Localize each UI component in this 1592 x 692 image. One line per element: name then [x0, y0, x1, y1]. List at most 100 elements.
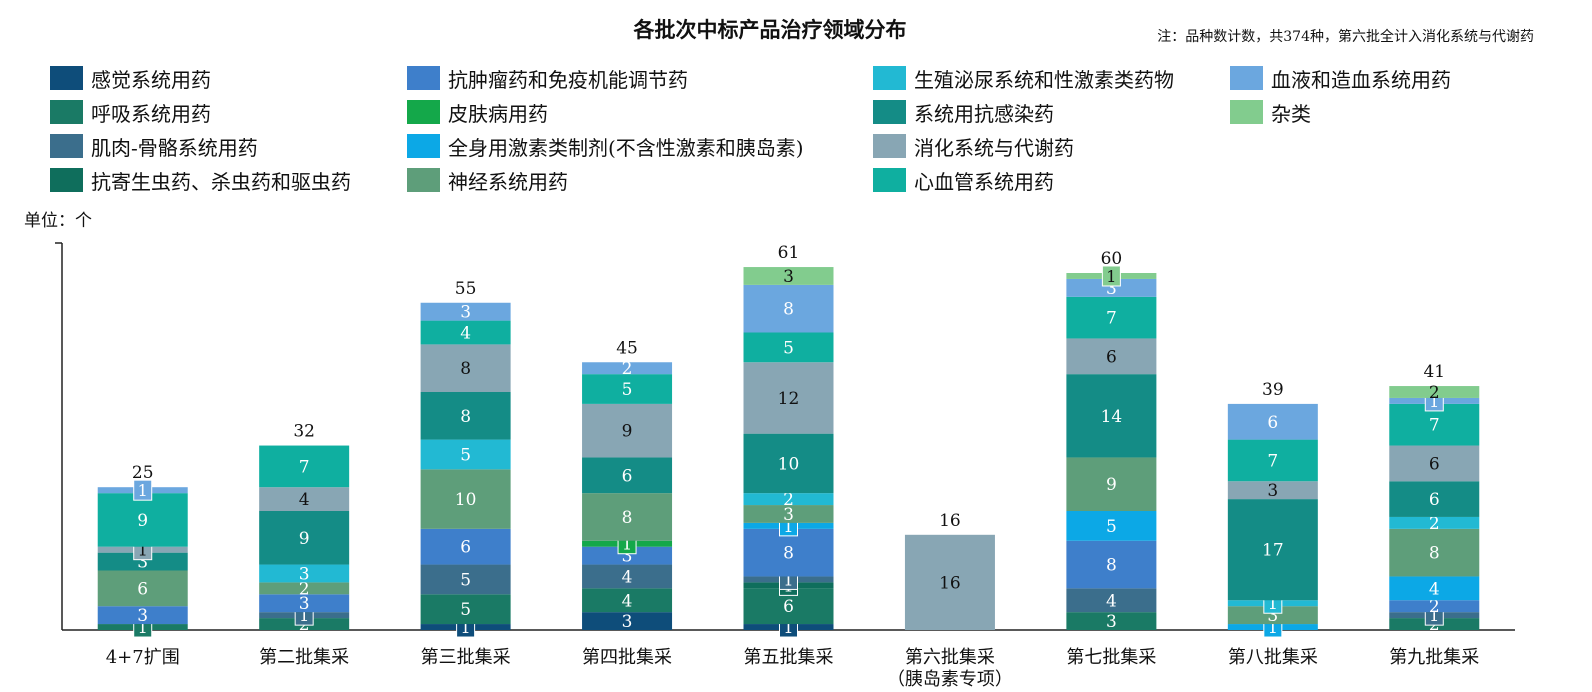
segment-label-box	[133, 479, 153, 501]
category-label: 第九批集采	[1389, 647, 1479, 668]
segment-label: 6	[1267, 413, 1278, 433]
legend-item: 肌肉-骨骼系统用药	[50, 132, 258, 160]
legend-swatch	[873, 66, 906, 90]
segment-label: 6	[1429, 454, 1440, 474]
bar-segment	[259, 511, 350, 565]
bar-segment	[582, 546, 673, 565]
legend-item: 血液和造血系统用药	[1230, 64, 1451, 92]
bar-segment	[1066, 540, 1157, 589]
bar-segment	[97, 552, 188, 571]
segment-label: 1	[138, 541, 148, 560]
segment-label: 17	[1262, 541, 1284, 561]
bar-segment	[1389, 516, 1480, 529]
bar-segment	[420, 528, 511, 565]
bar-segment	[582, 493, 673, 541]
legend-swatch	[50, 134, 83, 158]
bar-segment	[582, 588, 673, 613]
bar-segment	[1227, 606, 1318, 625]
segment-label: 9	[299, 529, 310, 549]
legend-swatch	[873, 100, 906, 124]
segment-label: 2	[622, 359, 633, 379]
legend-swatch	[407, 66, 440, 90]
segment-label: 5	[1106, 517, 1117, 537]
segment-label: 3	[622, 547, 633, 567]
segment-label: 3	[783, 267, 794, 287]
legend-label: 生殖泌尿系统和性激素类药物	[914, 67, 1174, 92]
category-label: 第七批集采	[1066, 647, 1156, 668]
segment-label: 3	[299, 594, 310, 614]
bar-segment	[1066, 338, 1157, 375]
total-label: 41	[1423, 362, 1445, 382]
segment-label: 1	[783, 517, 793, 536]
chart-title: 各批次中标产品治疗领域分布	[633, 17, 907, 42]
segment-label: 6	[1106, 347, 1117, 367]
segment-label: 12	[778, 389, 800, 409]
category-label: 第二批集采	[259, 647, 349, 668]
legend-item: 心血管系统用药	[873, 166, 1054, 194]
segment-label: 8	[460, 359, 471, 379]
bar-segment	[582, 362, 673, 375]
bar-segment	[1066, 374, 1157, 458]
bar-segment	[582, 612, 673, 630]
segment-label: 9	[622, 422, 633, 442]
legend-swatch	[50, 168, 83, 192]
bar-segment	[1227, 403, 1318, 440]
bar-segment	[420, 469, 511, 529]
segment-label: 3	[783, 505, 794, 525]
category-label: （胰岛素专项）	[887, 669, 1013, 690]
bar-segment	[420, 564, 511, 595]
segment-label: 6	[1429, 490, 1440, 510]
bar-segment	[259, 564, 350, 583]
bar-segment	[1066, 511, 1157, 541]
bar-segment	[1389, 481, 1480, 517]
segment-label: 9	[137, 511, 148, 531]
legend-item: 呼吸系统用药	[50, 98, 211, 126]
segment-label: 7	[1429, 416, 1440, 436]
category-label: 第六批集采	[905, 647, 995, 668]
segment-label: 1	[138, 618, 148, 637]
segment-label: 14	[1101, 407, 1123, 427]
category-label: 第五批集采	[744, 647, 834, 668]
bar-segment	[259, 594, 350, 613]
segment-label: 8	[460, 407, 471, 427]
segment-label: 5	[460, 600, 471, 620]
segment-label: 1	[299, 606, 309, 625]
legend-label: 抗寄生虫药、杀虫药和驱虫药	[91, 169, 351, 194]
bar-segment	[1389, 600, 1480, 613]
category-label: 第八批集采	[1228, 647, 1318, 668]
segment-label: 2	[299, 579, 310, 599]
segment-label: 7	[299, 457, 310, 477]
bar-segment	[259, 582, 350, 595]
segment-label: 10	[455, 490, 477, 510]
bar-segment	[1389, 576, 1480, 601]
segment-label: 3	[137, 553, 148, 573]
total-label: 39	[1262, 380, 1284, 400]
legend-label: 呼吸系统用药	[91, 101, 211, 126]
legend-item: 消化系统与代谢药	[873, 132, 1074, 160]
bar-segment	[1066, 612, 1157, 630]
segment-label: 3	[299, 564, 310, 584]
unit-label: 单位：个	[24, 211, 92, 231]
legend: 感觉系统用药 呼吸系统用药 抗寄生虫药、杀虫药和驱虫药 肌肉-骨骼系统用药 抗肿瘤药和免…	[50, 64, 1550, 199]
legend-item: 生殖泌尿系统和性激素类药物	[873, 64, 1174, 92]
legend-swatch	[1230, 66, 1263, 90]
segment-label: 4	[460, 324, 471, 344]
segment-label: 6	[137, 579, 148, 599]
segment-label-box	[1101, 265, 1121, 287]
segment-label: 3	[460, 303, 471, 323]
segment-label: 8	[783, 300, 794, 320]
segment-label: 7	[1267, 451, 1278, 471]
legend-label: 杂类	[1271, 101, 1311, 126]
total-label: 32	[293, 422, 315, 442]
total-label: 16	[939, 511, 961, 531]
legend-item: 全身用激素类制剂(不含性激素和胰岛素)	[407, 132, 804, 160]
legend-swatch	[407, 134, 440, 158]
segment-label: 1	[1429, 392, 1439, 411]
segment-label: 3	[1106, 612, 1117, 632]
segment-label: 2	[783, 490, 794, 510]
legend-swatch	[50, 100, 83, 124]
chart-note: 注：品种数计数，共374种，第六批全计入消化系统与代谢药	[1157, 29, 1534, 45]
segment-label: 5	[622, 380, 633, 400]
segment-label: 1	[783, 570, 793, 589]
legend-item: 感觉系统用药	[50, 64, 211, 92]
